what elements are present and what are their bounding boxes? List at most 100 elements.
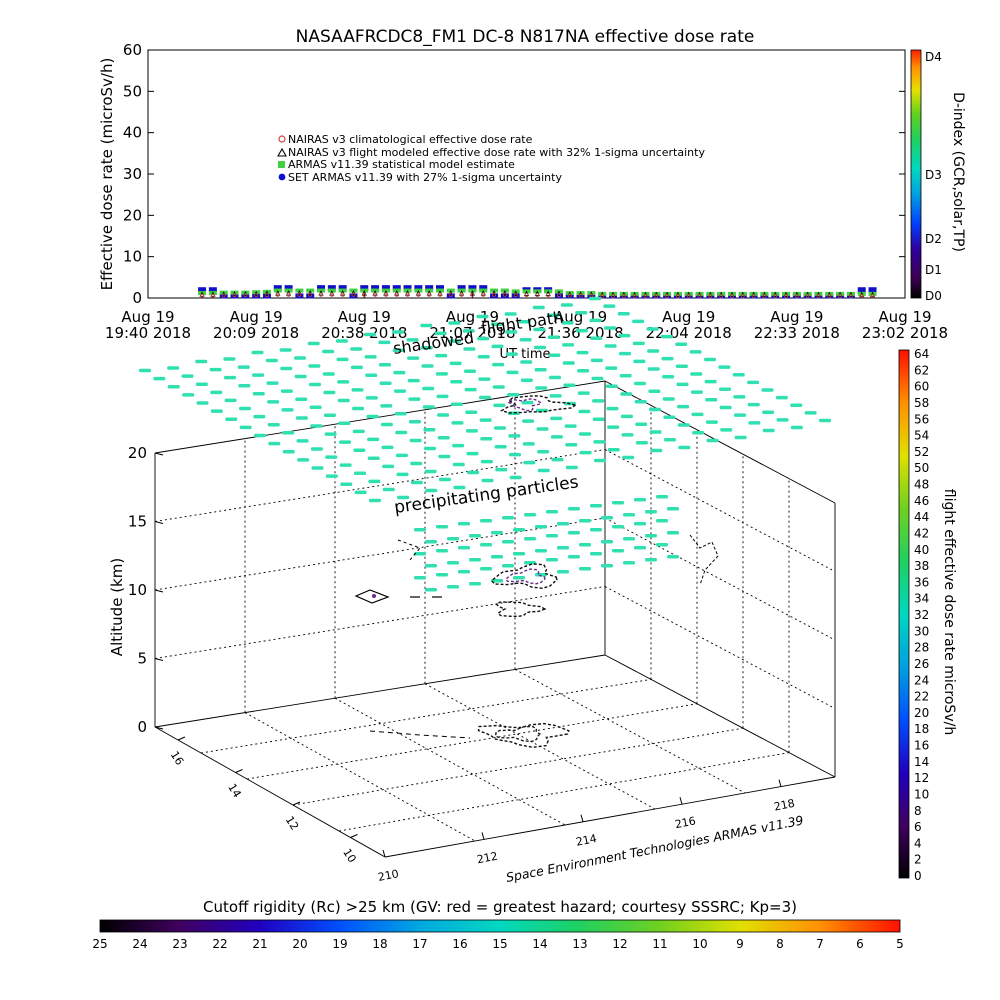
rigidity-mark <box>675 342 688 347</box>
floor-grid-line <box>244 712 476 842</box>
armas-model-point <box>749 291 758 296</box>
rigidity-mark <box>705 420 718 424</box>
d-index-colorbar-title: D-index (GCR,solar,TP) <box>950 92 966 252</box>
rigidity-mark <box>325 455 338 459</box>
rigidity-mark <box>447 585 459 589</box>
bottom-axis-tick <box>679 797 683 805</box>
nairas-clim-point <box>805 293 810 298</box>
rigidity-mark <box>590 552 602 556</box>
nairas-clim-point <box>794 293 799 298</box>
rigidity-mark <box>365 396 378 400</box>
rigidity-mark <box>534 345 546 350</box>
armas-model-point <box>792 291 801 296</box>
rigidity-mark <box>607 425 620 429</box>
nairas-clim-point <box>740 293 745 298</box>
nairas-clim-point <box>611 293 616 298</box>
rigidity-mark <box>297 458 310 462</box>
rigidity-mark <box>382 464 395 469</box>
armas-model-point <box>717 291 726 296</box>
rigidity-mark <box>310 424 323 428</box>
rigidity-mark <box>562 343 575 347</box>
top-y-axis: 0 10 20 30 40 50 60 <box>123 41 905 307</box>
set-armas-point <box>706 293 715 299</box>
floor-grid-line <box>334 697 566 826</box>
top-y-tick-label: 40 <box>123 124 142 142</box>
dose-colorbar-label: 26 <box>914 657 929 671</box>
set-armas-point <box>652 293 661 299</box>
top-y-tick-label: 0 <box>132 289 142 307</box>
nairas-clim-point <box>232 293 237 298</box>
armas-model-point <box>684 291 693 296</box>
rigidity-mark <box>524 537 536 541</box>
set-armas-point <box>814 293 823 299</box>
rigidity-mark <box>762 428 775 433</box>
box-edge <box>154 726 386 858</box>
nairas-clim-point <box>394 292 399 297</box>
armas-model-point <box>652 291 661 296</box>
rigidity-mark <box>691 412 704 417</box>
dose-colorbar <box>898 349 910 879</box>
rigidity-mark <box>364 355 377 359</box>
legend-item-nairas-flight: NAIRAS v3 flight modeled effective dose … <box>277 146 705 159</box>
nairas-clim-point <box>221 293 226 298</box>
armas-model-point <box>619 291 628 296</box>
rigidity-mark <box>462 329 475 333</box>
set-armas-point <box>479 285 488 291</box>
nairas-clim-point <box>643 293 648 298</box>
rigidity-mark <box>546 510 558 514</box>
rigidity-mark <box>505 352 518 356</box>
rigidity-mark <box>223 357 236 361</box>
rigidity-mark <box>734 435 747 440</box>
floor-grid-line <box>514 669 746 794</box>
rigidity-mark <box>369 498 381 503</box>
rigidity-mark <box>663 415 676 420</box>
rigidity-mark <box>634 400 647 404</box>
altitude-tick-label: 15 <box>128 513 147 531</box>
altitude-axis-label: Altitude (km) <box>108 558 126 656</box>
dose-colorbar-label: 10 <box>914 787 929 801</box>
rigidity-mark <box>576 350 589 355</box>
left-axis-tick-label: 10 <box>340 846 358 865</box>
rigidity-mark <box>618 333 631 338</box>
rigidity-mark <box>379 363 391 367</box>
rigidity-mark <box>465 410 478 414</box>
rigidity-mark <box>409 438 422 443</box>
rigidity-mark <box>676 382 689 387</box>
rigidity-mark <box>524 561 536 565</box>
rigidity-mark <box>578 409 591 414</box>
legend-item-set-armas: SET ARMAS v11.39 with 27% 1-sigma uncert… <box>278 171 562 184</box>
nairas-clim-point <box>729 293 734 298</box>
rigidity-mark <box>480 543 492 547</box>
nairas-clim-point <box>827 293 832 298</box>
dose-colorbar-label: 28 <box>914 641 929 655</box>
top-series-layer <box>198 285 877 299</box>
rigidity-mark <box>748 421 761 425</box>
rigidity-colorbar-label: 5 <box>896 937 904 951</box>
rigidity-mark <box>434 331 447 336</box>
rigidity-mark <box>536 427 549 431</box>
armas-model-point <box>695 291 704 296</box>
shadowed-marker-dot <box>372 594 376 598</box>
rigidity-mark <box>664 438 676 442</box>
rigidity-mark <box>612 549 624 553</box>
armas-model-point <box>706 291 715 296</box>
top-x-tick-label-date: Aug 19 <box>338 308 391 326</box>
rigidity-mark <box>607 447 620 452</box>
legend-label-nairas-clim: NAIRAS v3 climatological effective dose … <box>288 133 533 146</box>
bottom-axis-tick <box>382 849 386 858</box>
rigidity-colorbar-label: 10 <box>692 937 707 951</box>
rigidity-mark <box>153 376 166 381</box>
armas-model-point <box>598 291 607 296</box>
rigidity-mark <box>617 312 630 316</box>
dose-colorbar-label: 24 <box>914 673 929 687</box>
rigidity-mark <box>623 513 635 517</box>
rigidity-mark <box>776 418 789 422</box>
rigidity-mark <box>267 400 280 404</box>
nairas-clim-point <box>351 292 356 297</box>
dose-colorbar-label: 60 <box>914 380 929 394</box>
rigidity-mark <box>650 448 663 453</box>
dose-colorbar-label: 8 <box>914 804 922 818</box>
rigidity-mark <box>309 382 321 387</box>
rigidity-mark <box>733 395 746 399</box>
rigidity-mark <box>575 328 588 333</box>
